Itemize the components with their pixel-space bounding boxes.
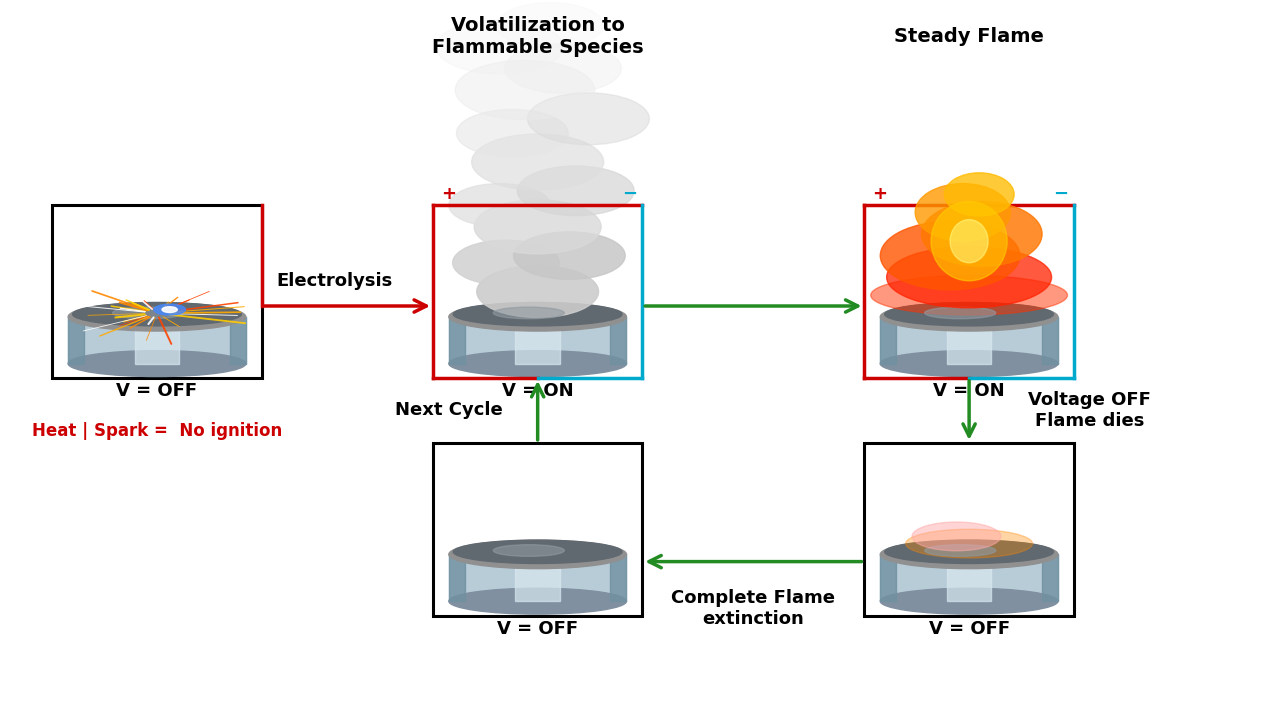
Ellipse shape (513, 232, 625, 279)
Bar (68, 317, 246, 364)
Text: −: − (622, 185, 637, 203)
Ellipse shape (449, 540, 626, 569)
Ellipse shape (884, 540, 1053, 564)
Ellipse shape (449, 302, 626, 331)
Bar (134, 317, 179, 364)
Bar (516, 317, 559, 364)
Ellipse shape (113, 307, 183, 319)
Bar (881, 317, 1059, 364)
Ellipse shape (476, 266, 599, 318)
Ellipse shape (527, 93, 649, 145)
Ellipse shape (493, 545, 564, 557)
Ellipse shape (881, 351, 1059, 377)
Ellipse shape (449, 588, 626, 614)
Bar (864, 443, 1074, 616)
Ellipse shape (471, 134, 604, 190)
Bar (611, 317, 626, 364)
Ellipse shape (922, 202, 1042, 266)
Bar (947, 554, 991, 601)
Bar (449, 554, 626, 601)
Ellipse shape (68, 351, 246, 377)
Text: V = OFF: V = OFF (497, 619, 579, 638)
Ellipse shape (913, 522, 1001, 551)
Ellipse shape (73, 302, 242, 326)
Bar (881, 317, 896, 364)
Ellipse shape (68, 302, 246, 331)
Ellipse shape (924, 307, 996, 319)
Ellipse shape (906, 529, 1033, 558)
Ellipse shape (887, 246, 1052, 308)
Bar (881, 554, 896, 601)
Ellipse shape (931, 202, 1007, 281)
Bar (881, 554, 1059, 601)
Ellipse shape (474, 199, 602, 254)
Text: Next Cycle: Next Cycle (396, 402, 503, 419)
Text: −: − (1053, 185, 1069, 203)
Ellipse shape (453, 302, 622, 326)
Bar (230, 317, 246, 364)
Text: +: + (872, 185, 887, 203)
Text: +: + (440, 185, 456, 203)
Ellipse shape (163, 307, 177, 312)
Bar (449, 317, 626, 364)
Ellipse shape (493, 307, 564, 319)
Bar (516, 554, 559, 601)
Ellipse shape (436, 20, 563, 74)
Ellipse shape (881, 302, 1059, 331)
Ellipse shape (517, 166, 634, 216)
Bar (68, 317, 84, 364)
Text: V = OFF: V = OFF (928, 619, 1010, 638)
Bar (1042, 317, 1059, 364)
Text: V = OFF: V = OFF (116, 382, 197, 400)
Ellipse shape (881, 588, 1059, 614)
Text: Electrolysis: Electrolysis (276, 271, 393, 289)
Ellipse shape (457, 109, 568, 157)
Text: Steady Flame: Steady Flame (895, 27, 1044, 45)
Ellipse shape (945, 173, 1014, 216)
Ellipse shape (870, 275, 1068, 315)
Ellipse shape (453, 240, 559, 286)
Bar (449, 317, 465, 364)
Ellipse shape (154, 304, 186, 315)
Ellipse shape (449, 184, 550, 227)
Text: V = ON: V = ON (502, 382, 573, 400)
Ellipse shape (504, 43, 621, 94)
Ellipse shape (497, 2, 604, 48)
Ellipse shape (456, 60, 595, 120)
Bar (947, 317, 991, 364)
Bar (1042, 554, 1059, 601)
Text: Volatilization to
Flammable Species: Volatilization to Flammable Species (431, 16, 644, 56)
Ellipse shape (924, 545, 996, 557)
Text: Heat | Spark =  No ignition: Heat | Spark = No ignition (32, 421, 282, 439)
Ellipse shape (453, 540, 622, 564)
Ellipse shape (881, 222, 1020, 290)
Ellipse shape (881, 540, 1059, 569)
Text: Voltage OFF
Flame dies: Voltage OFF Flame dies (1028, 391, 1151, 430)
Ellipse shape (884, 302, 1053, 326)
Bar (449, 554, 465, 601)
Ellipse shape (449, 351, 626, 377)
Ellipse shape (950, 220, 988, 263)
Text: Complete Flame
extinction: Complete Flame extinction (672, 589, 836, 628)
Bar (52, 205, 261, 378)
Bar (611, 554, 626, 601)
Bar (433, 443, 643, 616)
Ellipse shape (915, 184, 1010, 241)
Text: V = ON: V = ON (933, 382, 1005, 400)
